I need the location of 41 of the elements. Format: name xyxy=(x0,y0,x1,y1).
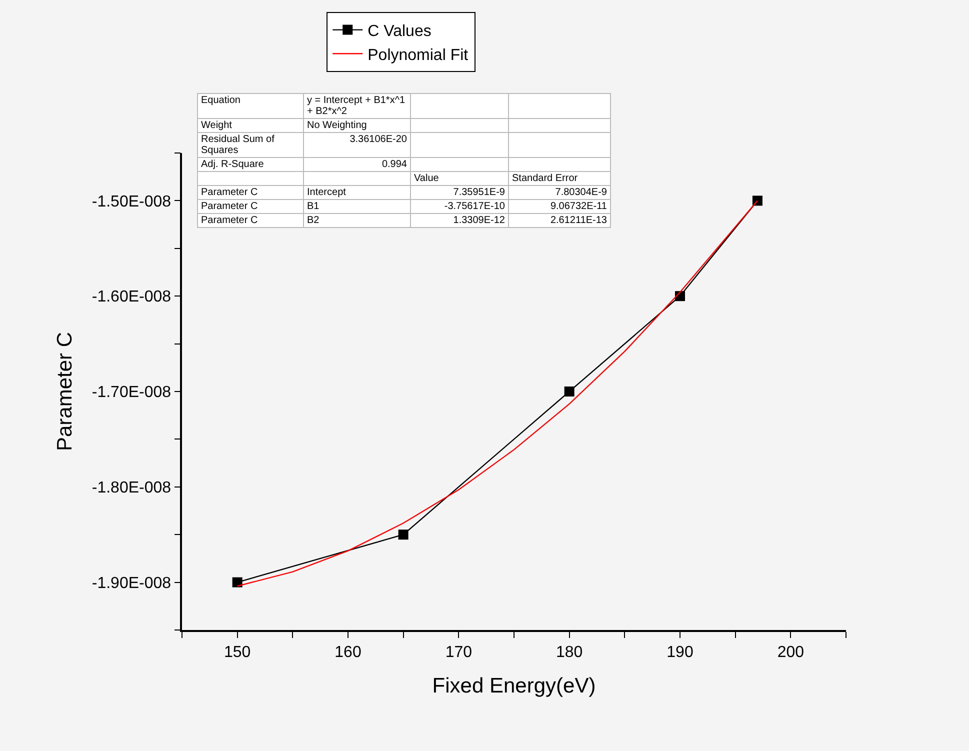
annotation: 7.80304E-9 xyxy=(508,186,610,200)
y-tick-label: -1.50E-008 xyxy=(92,193,172,210)
x-tick-label: 200 xyxy=(777,644,804,661)
annotation: Residual Sum of Squares xyxy=(198,132,304,158)
x-tick-label: 180 xyxy=(556,644,583,661)
annotation: 9.06732E-11 xyxy=(508,200,610,214)
annotation: Parameter C xyxy=(198,214,304,228)
annotation: 0.994 xyxy=(304,158,410,172)
annotation: Parameter C xyxy=(198,200,304,214)
x-tick-label: 160 xyxy=(334,644,362,661)
text: Equation xyxy=(201,95,240,106)
y-axis-title: Parameter C xyxy=(54,332,77,452)
x-axis-title: Fixed Energy(eV) xyxy=(432,674,596,698)
x-tick-label: 170 xyxy=(445,644,472,661)
y-tick-label: -1.70E-008 xyxy=(92,384,172,402)
point xyxy=(232,577,242,588)
point xyxy=(752,196,762,206)
annotation: 1.3309E-12 xyxy=(410,214,508,228)
text: y = Intercept + B1*x^1 + B2*x^2 xyxy=(307,95,406,117)
text: 3.36106E-20 xyxy=(350,134,407,145)
x-tick-label: 190 xyxy=(666,644,694,661)
text: No Weighting xyxy=(307,120,367,131)
annotation: Parameter C xyxy=(198,186,304,200)
x-tick-label: 150 xyxy=(224,644,251,661)
y-tick-label: -1.90E-008 xyxy=(92,574,172,592)
annotation: Intercept xyxy=(304,186,410,200)
annotation: B2 xyxy=(304,214,410,228)
text: Weight xyxy=(201,120,232,131)
annotation: 7.35951E-9 xyxy=(410,186,508,200)
annotation: Value xyxy=(410,172,508,186)
legend-label: Polynomial Fit xyxy=(368,46,469,64)
annotation: -3.75617E-10 xyxy=(410,200,508,214)
annotation: Standard Error xyxy=(508,172,610,186)
y-tick-label: -1.80E-008 xyxy=(92,480,172,496)
annotation: B1 xyxy=(304,200,410,214)
annotation: 2.61211E-13 xyxy=(508,214,610,228)
annotation: Adj. R-Square xyxy=(198,158,304,172)
y-tick-label: -1.60E-008 xyxy=(92,288,172,306)
point xyxy=(398,530,408,540)
point xyxy=(564,386,574,396)
legend-label: C Values xyxy=(368,23,432,40)
